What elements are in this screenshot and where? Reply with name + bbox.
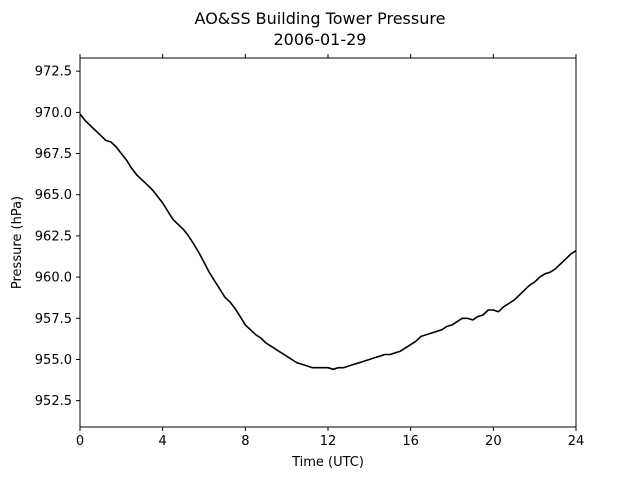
x-tick-label: 0: [76, 434, 84, 449]
x-tick-label: 4: [159, 434, 167, 449]
y-tick-label: 955.0: [35, 353, 72, 368]
x-tick-label: 24: [568, 434, 585, 449]
pressure-series-line: [79, 113, 577, 371]
x-axis-label: Time (UTC): [291, 455, 364, 470]
y-axis-label: Pressure (hPa): [10, 196, 25, 289]
x-tick-label: 12: [320, 434, 337, 449]
y-tick-label: 967.5: [35, 147, 72, 162]
y-tick-label: 965.0: [35, 188, 72, 203]
y-tick-label: 952.5: [35, 394, 72, 409]
chart-title: AO&SS Building Tower Pressure: [195, 9, 446, 28]
y-tick-label: 970.0: [35, 106, 72, 121]
x-tick-label: 8: [241, 434, 249, 449]
y-tick-label: 972.5: [35, 65, 72, 80]
axis-ticks: [76, 54, 577, 431]
x-tick-label: 20: [485, 434, 502, 449]
chart-subtitle: 2006-01-29: [274, 30, 367, 49]
plot-frame: [79, 57, 577, 428]
axis-tick-labels: 0 4 8 12 16 20 24 952.5 955.0 957.5 960.0 962.5 965.…: [35, 65, 584, 449]
y-tick-label: 962.5: [35, 229, 72, 244]
y-tick-label: 957.5: [35, 312, 72, 327]
x-tick-label: 16: [402, 434, 419, 449]
y-tick-label: 960.0: [35, 271, 72, 286]
